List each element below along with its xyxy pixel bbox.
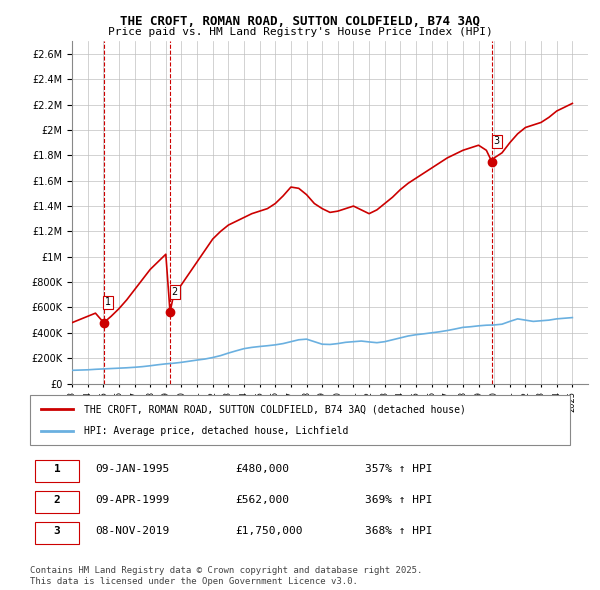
Text: 09-JAN-1995: 09-JAN-1995 [95,464,169,474]
Text: Contains HM Land Registry data © Crown copyright and database right 2025.
This d: Contains HM Land Registry data © Crown c… [30,566,422,586]
Text: 08-NOV-2019: 08-NOV-2019 [95,526,169,536]
FancyBboxPatch shape [35,491,79,513]
Text: £480,000: £480,000 [235,464,289,474]
Text: THE CROFT, ROMAN ROAD, SUTTON COLDFIELD, B74 3AQ: THE CROFT, ROMAN ROAD, SUTTON COLDFIELD,… [120,15,480,28]
FancyBboxPatch shape [30,395,570,445]
Text: 2: 2 [172,287,178,297]
Text: Price paid vs. HM Land Registry's House Price Index (HPI): Price paid vs. HM Land Registry's House … [107,27,493,37]
Text: 3: 3 [493,136,500,146]
Text: 1: 1 [53,464,61,474]
Text: 369% ↑ HPI: 369% ↑ HPI [365,495,432,505]
Text: 3: 3 [53,526,61,536]
Text: 1: 1 [106,297,112,307]
Text: £562,000: £562,000 [235,495,289,505]
Text: 357% ↑ HPI: 357% ↑ HPI [365,464,432,474]
Text: 368% ↑ HPI: 368% ↑ HPI [365,526,432,536]
Text: 2: 2 [53,495,61,505]
Text: HPI: Average price, detached house, Lichfield: HPI: Average price, detached house, Lich… [84,427,349,437]
Text: 09-APR-1999: 09-APR-1999 [95,495,169,505]
FancyBboxPatch shape [35,460,79,481]
FancyBboxPatch shape [35,522,79,544]
Text: THE CROFT, ROMAN ROAD, SUTTON COLDFIELD, B74 3AQ (detached house): THE CROFT, ROMAN ROAD, SUTTON COLDFIELD,… [84,404,466,414]
Text: £1,750,000: £1,750,000 [235,526,303,536]
